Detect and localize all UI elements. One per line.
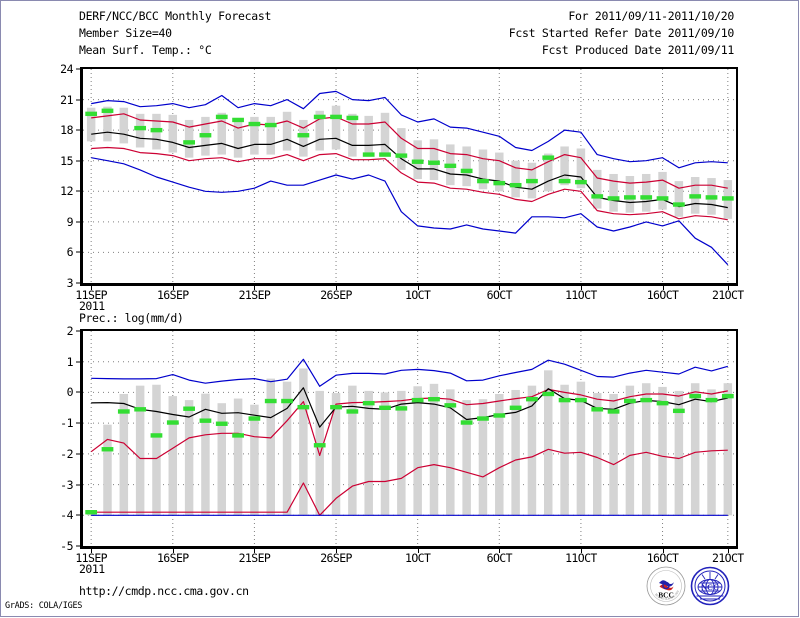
logo-group: BCC BEIJING CLIMATE CENTER [645,563,734,606]
precipitation-chart [80,329,738,549]
y-tick-mark [76,484,82,486]
x-tick-label: 6OCT [486,551,513,565]
temperature-plot-area [83,69,736,283]
y-tick-label: 1 [66,354,74,369]
y-tick-mark [76,99,82,101]
y-tick-label: -1 [60,416,73,431]
y-tick-mark [76,330,82,332]
x-tick-label: 21OCT [712,551,744,565]
produced-date: Fcst Produced Date 2011/09/11 [541,43,734,57]
x-tick-label: 26SEP [320,288,352,302]
x-tick-mark [91,285,93,290]
x-tick-mark [172,285,174,290]
y-tick-label: 15 [60,153,73,168]
x-tick-label: 1OCT [405,551,431,565]
y-tick-label: 6 [66,245,74,260]
y-tick-mark [76,453,82,455]
x-tick-mark [580,548,582,553]
y-tick-mark [76,545,82,547]
x-tick-mark [499,548,501,553]
x-tick-label: 16SEP [156,551,189,565]
variable-label: Mean Surf. Temp.: °C [79,43,212,57]
x-tick-label: 21OCT [712,288,744,302]
x-tick-mark [336,548,338,553]
y-tick-label: 2 [66,324,74,338]
y-tick-label: 0 [66,385,74,400]
y-tick-mark [76,361,82,363]
x-tick-label: 11OCT [565,551,597,565]
x-tick-label: 1OCT [405,288,431,302]
y-tick-mark [76,514,82,516]
y-tick-mark [76,160,82,162]
x-tick-mark [662,548,664,553]
x-tick-label: 16OCT [646,551,679,565]
y-tick-mark [76,129,82,131]
y-tick-mark [76,221,82,223]
forecast-period: For 2011/09/11-2011/10/20 [568,9,734,23]
x-tick-label: 21SEP [238,551,271,565]
x-tick-mark [336,285,338,290]
member-size-label: Member Size=40 [79,26,172,40]
y-tick-label: -3 [60,477,73,492]
x-tick-label: 11OCT [565,288,597,302]
y-tick-label: 9 [66,214,74,229]
x-tick-label: 11SEP [75,288,107,302]
y-tick-label: 18 [60,123,73,138]
cmdp-url-link[interactable]: http://cmdp.ncc.cma.gov.cn [79,584,249,598]
y-tick-label: 12 [60,184,73,199]
x-tick-mark [254,548,256,553]
x-tick-mark [727,548,729,553]
x-tick-mark [727,285,729,290]
x-tick-label: 16OCT [646,288,679,302]
x-tick-label: 21SEP [238,288,271,302]
x-tick-mark [254,285,256,290]
y-tick-mark [76,190,82,192]
x-tick-label: 26SEP [320,551,352,565]
ncc-logo-icon: NCC [690,566,730,606]
y-tick-label: 21 [60,92,73,107]
x-tick-mark [91,548,93,553]
x-tick-mark [417,285,419,290]
x-tick-mark [499,285,501,290]
precipitation-axis-year: 2011 [79,562,105,576]
forecast-title: DERF/NCC/BCC Monthly Forecast [79,9,272,23]
y-tick-label: 3 [66,276,74,290]
y-tick-label: -5 [60,539,73,553]
bcc-logo-icon: BCC BEIJING CLIMATE CENTER [645,563,686,606]
y-tick-label: 24 [60,62,73,76]
x-tick-mark [417,548,419,553]
x-tick-mark [172,548,174,553]
svg-text:BCC: BCC [658,591,674,600]
precipitation-panel-title: Prec.: log(mm/d) [79,311,184,325]
temperature-axis-year: 2011 [79,299,105,313]
x-tick-mark [662,285,664,290]
y-tick-mark [76,251,82,253]
y-tick-label: -2 [60,446,73,461]
y-tick-mark [76,282,82,284]
temperature-chart [80,67,738,286]
y-tick-mark [76,422,82,424]
y-tick-label: -4 [60,508,73,523]
y-tick-mark [76,391,82,393]
x-tick-label: 16SEP [156,288,189,302]
x-tick-label: 6OCT [486,288,513,302]
svg-text:NCC: NCC [701,583,719,592]
x-tick-mark [580,285,582,290]
grads-credit: GrADS: COLA/IGES [5,601,83,611]
y-tick-mark [76,68,82,70]
precipitation-plot-area [83,331,736,546]
started-refer-date: Fcst Started Refer Date 2011/09/10 [508,26,735,40]
x-tick-label: 11SEP [75,551,107,565]
